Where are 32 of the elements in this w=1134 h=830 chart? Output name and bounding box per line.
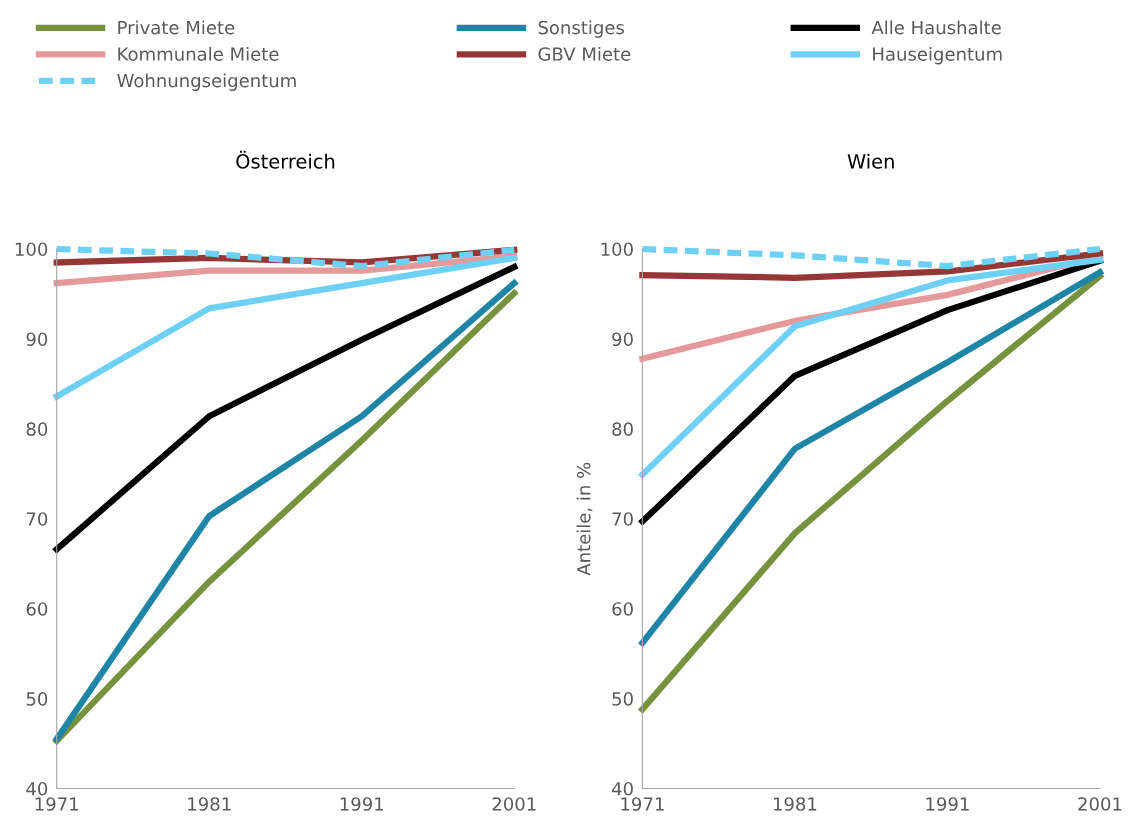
y-tick-label: 40 [26, 781, 48, 796]
legend-label: Hauseigentum [873, 46, 1002, 65]
y-tick-label: 60 [612, 602, 633, 616]
y-tick-label: 90 [26, 332, 48, 347]
x-tick-label: 1981 [773, 797, 817, 811]
y-tick-label: 50 [26, 692, 48, 706]
y-tick-label: 70 [26, 512, 48, 526]
x-tick-label: 1971 [621, 797, 664, 811]
y-tick-label: 90 [612, 332, 633, 347]
x-tick-label: 2001 [492, 797, 536, 811]
y-tick-label: 60 [26, 602, 48, 616]
legend-label: GBV Miete [538, 46, 631, 61]
y-tick-label: 40 [611, 781, 633, 796]
legend-label: Kommunale Miete [118, 46, 279, 61]
chart-title: Wien [847, 153, 894, 169]
y-tick-label: 100 [15, 242, 48, 257]
chart-title: Österreich [236, 150, 335, 169]
x-tick-label: 1991 [926, 797, 969, 811]
x-tick-label: 2001 [1078, 797, 1122, 811]
y-axis-title: Anteile, in % [576, 462, 593, 576]
y-tick-label: 100 [601, 242, 633, 257]
legend-label: Alle Haushalte [871, 20, 1001, 35]
y-tick-label: 50 [612, 692, 633, 706]
legend-label: Sonstiges [538, 20, 624, 38]
legend-label: Wohnungseigentum [117, 73, 296, 91]
x-tick-label: 1981 [188, 797, 231, 811]
y-tick-label: 70 [612, 512, 633, 526]
y-tick-label: 80 [26, 422, 48, 436]
x-tick-label: 1971 [35, 797, 79, 811]
x-tick-label: 1991 [340, 797, 384, 811]
y-tick-label: 80 [612, 422, 633, 436]
legend-label: Private Miete [118, 20, 235, 35]
